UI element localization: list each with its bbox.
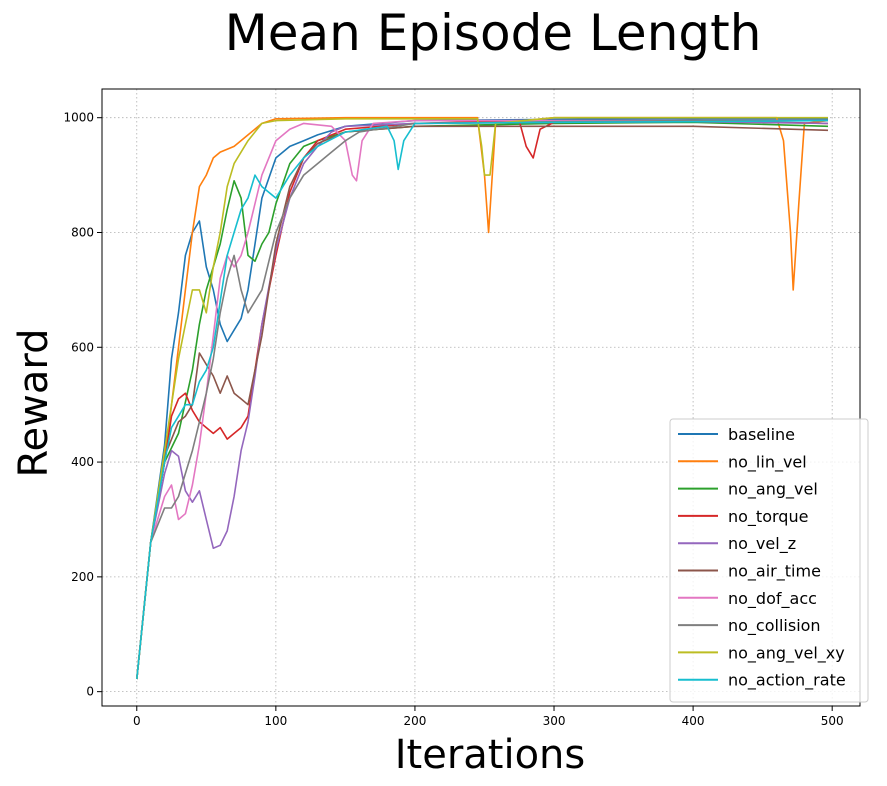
x-axis-label: Iterations xyxy=(395,732,586,778)
x-tick-label: 100 xyxy=(264,714,287,728)
y-tick-label: 600 xyxy=(71,340,94,354)
x-ticks: 0 100 200 300 400 500 xyxy=(133,706,844,728)
legend-label: no_air_time xyxy=(728,562,821,582)
legend-label: no_collision xyxy=(728,616,821,636)
y-tick-label: 1000 xyxy=(63,111,94,125)
legend-label: no_dof_acc xyxy=(728,589,817,609)
y-tick-label: 400 xyxy=(71,455,94,469)
series-line-no_dof_acc xyxy=(136,119,828,680)
chart-title: Mean Episode Length xyxy=(225,4,762,62)
plot-frame xyxy=(101,88,861,707)
series-line-no_torque xyxy=(136,119,829,680)
x-tick-label: 0 xyxy=(133,714,141,728)
series-line-no_collision xyxy=(136,119,828,680)
x-tick-label: 500 xyxy=(821,714,844,728)
y-tick-label: 0 xyxy=(86,685,94,699)
series-line-no_lin_vel xyxy=(136,116,829,680)
x-tick-label: 400 xyxy=(682,714,705,728)
y-tick-label: 800 xyxy=(71,225,94,239)
series-line-no_ang_vel_xy xyxy=(136,116,828,680)
x-tick-label: 200 xyxy=(403,714,426,728)
series-line-no_vel_z xyxy=(136,120,829,680)
grid xyxy=(102,89,860,706)
legend-label: no_ang_vel xyxy=(728,480,818,500)
y-tick-label: 200 xyxy=(71,570,94,584)
legend-label: baseline xyxy=(728,425,795,444)
legend-label: no_lin_vel xyxy=(728,452,807,472)
legend-label: no_ang_vel_xy xyxy=(728,643,845,663)
y-axis-label: Reward xyxy=(11,329,57,478)
legend: baseline no_lin_vel no_ang_vel no_torque no_… xyxy=(669,418,869,703)
series-line-no_action_rate xyxy=(136,119,829,680)
x-tick-label: 300 xyxy=(543,714,566,728)
y-ticks: 0 200 400 600 800 1000 xyxy=(63,111,102,699)
legend-label: no_action_rate xyxy=(728,671,846,691)
legend-label: no_vel_z xyxy=(728,534,796,554)
legend-box xyxy=(669,418,869,703)
series-group xyxy=(136,116,829,680)
legend-label: no_torque xyxy=(728,507,808,527)
